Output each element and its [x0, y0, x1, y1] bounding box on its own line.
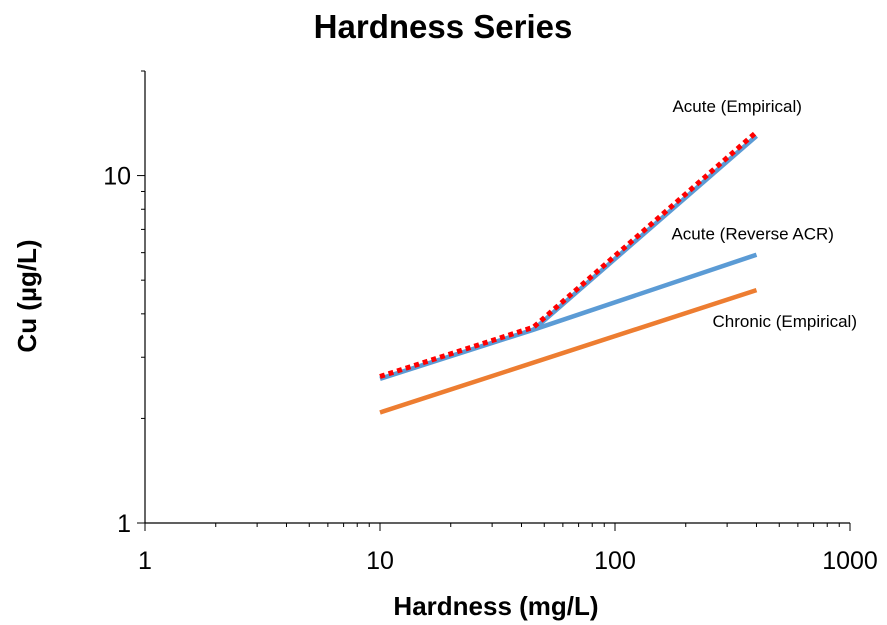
x-tick-label: 1	[138, 547, 152, 575]
series-labels: Chronic (Empirical) Acute (Reverse ACR) Ac…	[671, 97, 857, 331]
axes	[144, 71, 850, 524]
x-tick-label: 10	[366, 547, 394, 575]
x-tick-label: 100	[594, 547, 636, 575]
series-line-chronic-empirical	[379, 287, 758, 415]
chart-title: Hardness Series	[314, 8, 573, 45]
x-axis-label: Hardness (mg/L)	[393, 591, 598, 621]
y-tick-label: 1	[117, 510, 131, 538]
series-label: Acute (Empirical)	[672, 97, 801, 116]
x-tick-label: 1000	[822, 547, 878, 575]
y-axis-label: Cu (µg/L)	[12, 239, 42, 352]
series-line-dotted-overlay	[379, 130, 759, 379]
series-label: Chronic (Empirical)	[712, 312, 857, 331]
ticks: 1 10 100 1000 1 10	[103, 70, 878, 575]
y-tick-label: 10	[103, 163, 131, 191]
series-lines	[379, 130, 759, 415]
series-label: Acute (Reverse ACR)	[671, 225, 834, 244]
